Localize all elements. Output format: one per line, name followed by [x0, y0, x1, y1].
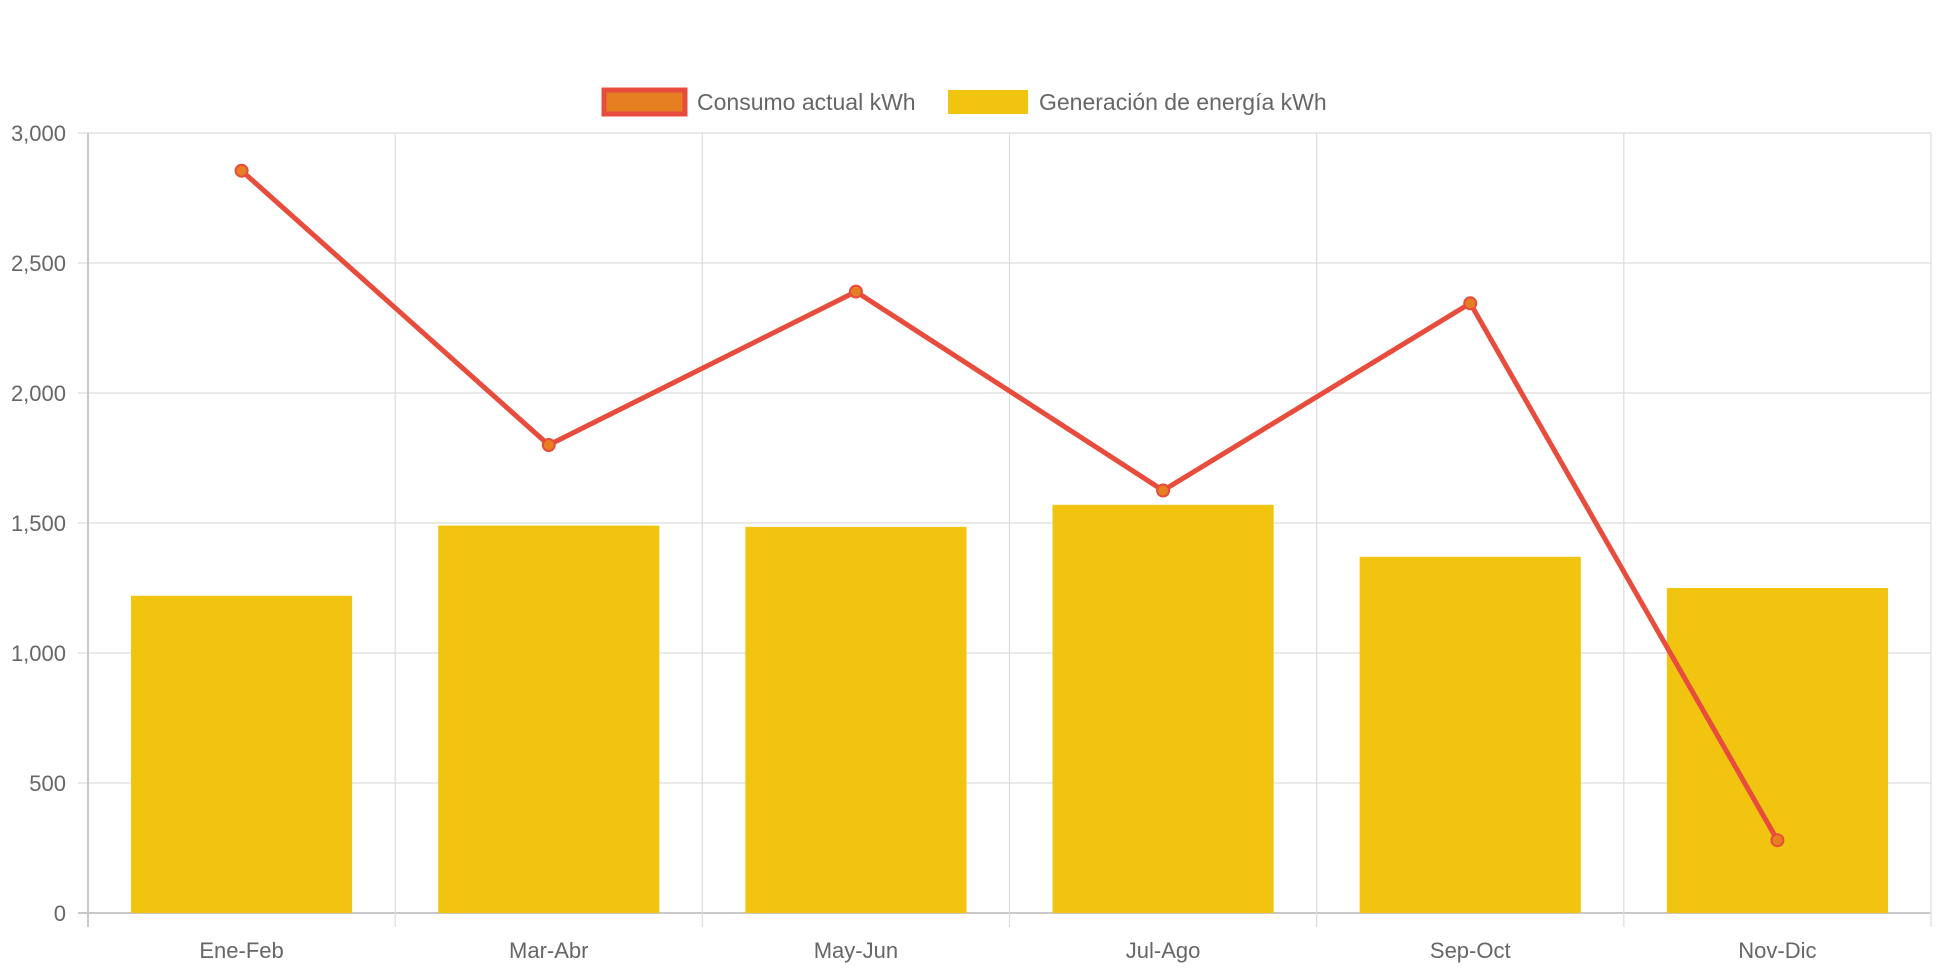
legend-swatch-generacion	[948, 90, 1028, 114]
point-consumo	[1463, 296, 1478, 311]
bar-generacion	[745, 526, 967, 913]
legend-label-consumo: Consumo actual kWh	[697, 89, 916, 115]
x-tick-label: Mar-Abr	[509, 938, 588, 963]
point-consumo	[848, 284, 863, 299]
bar-generacion	[1052, 504, 1274, 913]
grid-layer	[78, 132, 1932, 927]
line-consumo	[239, 168, 1780, 843]
legend-swatch-consumo	[601, 87, 688, 117]
bar-generacion	[1359, 556, 1581, 913]
x-tick-label: Nov-Dic	[1738, 938, 1816, 963]
axis-layer: 0 500 1,000 1,500 2,000 2,500 3,000 Ene-Feb Mar-…	[11, 121, 1817, 963]
y-tick-label: 1,500	[11, 511, 66, 536]
legend-label-generacion: Generación de energía kWh	[1039, 89, 1327, 115]
bar-generacion	[1666, 588, 1888, 913]
point-consumo	[1770, 833, 1785, 848]
bar-generacion	[131, 595, 353, 913]
y-tick-label: 2,500	[11, 251, 66, 276]
x-tick-label: Ene-Feb	[199, 938, 283, 963]
line-layer	[234, 163, 1785, 848]
y-tick-label: 1,000	[11, 641, 66, 666]
point-consumo	[234, 163, 249, 178]
y-tick-label: 3,000	[11, 121, 66, 146]
legend: Consumo actual kWh Generación de energía …	[601, 87, 1327, 117]
y-tick-label: 0	[54, 901, 66, 926]
point-consumo	[1156, 483, 1171, 498]
bars-layer	[131, 504, 1888, 913]
point-consumo	[541, 438, 556, 452]
x-tick-label: Jul-Ago	[1126, 938, 1201, 963]
y-tick-label: 2,000	[11, 381, 66, 406]
x-tick-label: Sep-Oct	[1430, 938, 1511, 963]
x-tick-label: May-Jun	[814, 938, 898, 963]
y-tick-label: 500	[29, 771, 66, 796]
bar-generacion	[438, 525, 660, 913]
